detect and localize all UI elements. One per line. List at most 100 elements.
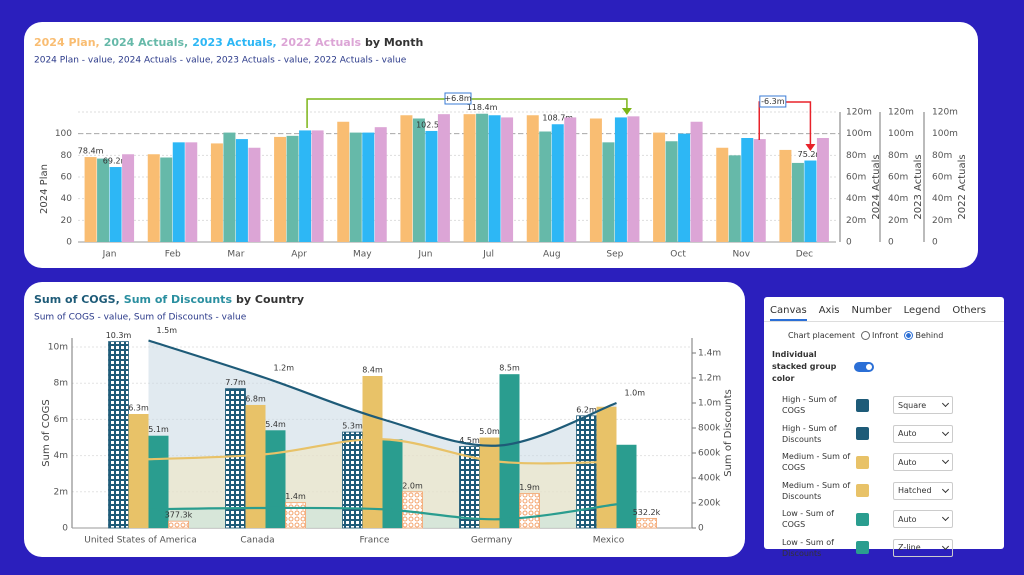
y2-tick-label: 1.0m — [698, 399, 721, 409]
tab[interactable]: Number — [851, 305, 892, 316]
y2-tick-label: 40m — [932, 194, 952, 204]
data-label: 1.9m — [519, 483, 540, 492]
color-swatch[interactable] — [856, 512, 869, 526]
y2-tick-label: 0 — [698, 524, 704, 534]
y-tick-label: 60 — [61, 173, 73, 183]
x-tick-label: Apr — [291, 250, 307, 260]
bar — [274, 136, 287, 242]
x-tick-label: Oct — [670, 250, 686, 260]
dropdown-value: Auto — [898, 457, 917, 467]
y2-tick-label: 40m — [888, 194, 908, 204]
bar — [653, 132, 666, 242]
toggle-switch[interactable] — [854, 362, 874, 372]
radio-option[interactable]: Infront — [860, 331, 898, 340]
bar — [463, 114, 476, 242]
bar — [479, 437, 500, 528]
y2-tick-label: 100m — [888, 129, 914, 139]
data-label: 102.5m — [416, 120, 447, 129]
data-label: 532.2k — [633, 508, 661, 517]
tab[interactable]: Axis — [818, 305, 840, 316]
bar — [779, 149, 792, 242]
dropdown-value: Z-line — [898, 543, 921, 553]
y2-tick-label: 40m — [846, 194, 866, 204]
settings-panel: Canvas Axis Number Legend Others Chart place… — [764, 297, 1004, 558]
data-label: 6.2m — [576, 405, 597, 414]
color-swatch[interactable] — [856, 541, 869, 555]
data-label: 118.4m — [467, 103, 498, 112]
bar — [342, 431, 363, 529]
data-label: 5.0m — [479, 427, 500, 436]
y2-tick-label: 0 — [932, 238, 938, 248]
x-tick-label: Jan — [102, 250, 117, 260]
x-tick-label: Canada — [240, 536, 274, 546]
y2-tick-label: 400k — [698, 474, 721, 484]
x-tick-label: Mar — [227, 250, 244, 260]
y-tick-label: 20 — [61, 216, 73, 226]
y-tick-label: 0 — [62, 524, 68, 534]
color-swatch[interactable] — [856, 427, 869, 441]
title-part: Sum of Discounts — [124, 293, 233, 306]
bar — [147, 154, 160, 242]
dropdown-value: Auto — [898, 514, 917, 524]
bar — [210, 143, 223, 242]
y-axis-title: Sum of COGS — [41, 399, 52, 466]
color-swatch[interactable] — [856, 455, 869, 469]
dropdown[interactable]: Z-line — [893, 538, 953, 557]
tab[interactable]: Others — [952, 305, 986, 316]
bar — [753, 139, 766, 242]
y2-tick-label: 60m — [846, 173, 866, 183]
dropdown[interactable]: Hatched — [893, 481, 953, 500]
color-swatch[interactable] — [856, 484, 869, 498]
y2-axis-title: 2024 Actuals — [871, 154, 882, 219]
radio-option[interactable]: Behind — [904, 331, 943, 340]
data-label: 75.2m — [798, 150, 824, 159]
placement-row: Chart placement Infront Behind — [788, 331, 1004, 340]
row-label: High - Sum of Discounts — [782, 423, 837, 444]
setting-row: Medium - Sum of COGS Auto — [764, 448, 1004, 477]
bar — [627, 116, 640, 242]
dropdown[interactable]: Square — [893, 396, 953, 415]
bar — [248, 147, 261, 242]
bar — [501, 117, 514, 242]
tab[interactable]: Canvas — [770, 305, 807, 321]
data-label: 1.4m — [285, 492, 306, 501]
x-tick-label: Jun — [417, 250, 432, 260]
bar — [589, 118, 602, 242]
bar — [741, 138, 754, 242]
bar — [299, 130, 312, 242]
bar — [564, 117, 577, 242]
x-tick-label: Feb — [165, 250, 181, 260]
bar — [382, 439, 403, 528]
bar — [265, 430, 286, 528]
row-label: Medium - Sum of Discounts — [782, 480, 851, 501]
y-tick-label: 40 — [61, 194, 73, 204]
y-tick-label: 0 — [66, 238, 72, 248]
y2-tick-label: 20m — [888, 216, 908, 226]
chart-title: 2024 Plan, 2024 Actuals, 2023 Actuals, 2022… — [34, 36, 423, 49]
data-label: 5.4m — [265, 420, 286, 429]
annotation-bracket — [758, 101, 812, 146]
data-label: 1.0m — [625, 389, 646, 398]
bar — [728, 155, 741, 242]
bar — [245, 404, 266, 528]
bar — [160, 157, 173, 242]
y-tick-label: 6m — [54, 415, 69, 425]
dropdown[interactable]: Auto — [893, 510, 953, 529]
annotation-arrow — [805, 144, 816, 151]
color-swatch[interactable] — [856, 398, 869, 412]
bar — [519, 493, 540, 529]
data-label: 5.3m — [342, 422, 363, 431]
title-part: 2024 Plan, — [34, 36, 100, 49]
chart-subtitle: Sum of COGS - value, Sum of Discounts - … — [34, 313, 247, 323]
dropdown[interactable]: Auto — [893, 453, 953, 472]
dropdown-value: Auto — [898, 429, 917, 439]
tab[interactable]: Legend — [903, 305, 941, 316]
dropdown[interactable]: Auto — [893, 424, 953, 443]
bar — [185, 142, 198, 242]
x-tick-label: May — [353, 250, 372, 260]
setting-row: Medium - Sum of Discounts Hatched — [764, 477, 1004, 506]
setting-row: High - Sum of COGS Square — [764, 391, 1004, 420]
bar — [412, 118, 425, 242]
y2-tick-label: 1.4m — [698, 349, 721, 359]
toggle-label: Individual stacked group color — [772, 350, 837, 383]
